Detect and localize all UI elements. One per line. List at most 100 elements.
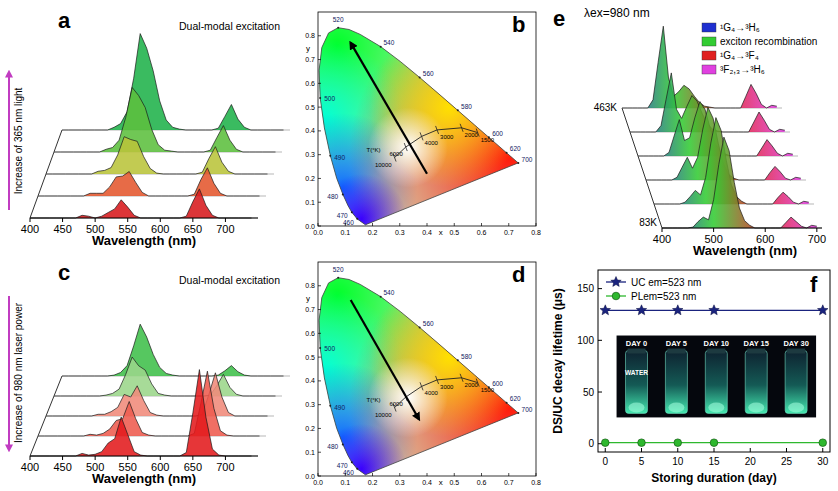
vial xyxy=(665,351,687,414)
y-tick xyxy=(318,202,321,203)
spectrum-line xyxy=(62,34,284,130)
x-tick xyxy=(192,218,193,222)
isotherm-tick xyxy=(460,124,463,132)
x-tick-label: 450 xyxy=(53,461,71,473)
waterfall-panel: 400450500550600650700Wavelength (nm) xyxy=(21,34,290,248)
legend-swatch xyxy=(702,51,716,60)
isotherm-tick xyxy=(420,132,423,140)
waterfall-panel: 400500600700Wavelength (nm) xyxy=(622,26,826,258)
locus-point xyxy=(337,277,339,279)
series-marker xyxy=(818,305,829,315)
y-tick xyxy=(318,154,321,155)
inset-label: DAY 15 xyxy=(744,339,769,348)
wavelength-label: 600 xyxy=(492,130,503,137)
x-tick xyxy=(30,218,31,222)
x-tick-label: 450 xyxy=(53,223,71,235)
cct-label: 4000 xyxy=(425,140,439,146)
spectrum-line xyxy=(62,324,284,376)
x-tick-label: 0.2 xyxy=(368,479,378,486)
x-tick-label: 0.3 xyxy=(395,479,405,486)
wavelength-label: 470 xyxy=(337,212,348,219)
spectrum-line xyxy=(30,370,252,456)
curve xyxy=(62,324,290,376)
wavelength-label: 460 xyxy=(343,469,354,476)
y-tick xyxy=(318,107,321,108)
annotation: Dual-modal excitation xyxy=(179,20,280,32)
vial xyxy=(785,351,807,414)
x-tick xyxy=(662,228,663,232)
x-tick xyxy=(160,456,161,460)
x-tick-label: 15 xyxy=(708,456,720,467)
curve xyxy=(54,88,282,153)
plot-frame xyxy=(318,12,536,226)
y-tick-label: 50 xyxy=(583,387,595,398)
curve-fill xyxy=(62,34,284,130)
x-tick xyxy=(713,228,714,232)
spectrum-line xyxy=(54,357,276,396)
planckian-locus xyxy=(395,128,478,158)
spectral-locus xyxy=(319,28,518,225)
x-tick xyxy=(127,456,128,460)
x-axis-title: Wavelength (nm) xyxy=(92,471,196,486)
x-tick xyxy=(714,448,715,452)
vial-cap xyxy=(628,349,646,354)
waterfall-panel: 400450500550600650700Wavelength (nm) xyxy=(21,324,290,486)
y-tick xyxy=(318,333,321,334)
y-tick xyxy=(318,178,321,179)
x-tick xyxy=(427,223,428,226)
curve xyxy=(38,371,266,436)
data-layer xyxy=(600,305,828,447)
depth-axis xyxy=(622,108,662,228)
y-tick-label: 100 xyxy=(577,335,594,346)
locus-point xyxy=(342,443,344,445)
x-axis xyxy=(30,217,258,218)
x-tick xyxy=(536,473,537,476)
x-tick-label: 0.7 xyxy=(504,229,514,236)
wavelength-label: 560 xyxy=(423,320,434,327)
inset-background xyxy=(617,336,817,418)
y-tick-label: 0.1 xyxy=(305,199,315,206)
curve-fill xyxy=(54,357,276,396)
y-tick-label: 0.2 xyxy=(305,175,315,182)
x-tick xyxy=(454,473,455,476)
y-tick-label: 0.3 xyxy=(305,151,315,158)
curve-fill xyxy=(54,88,276,153)
x-tick xyxy=(345,223,346,226)
vial-glow xyxy=(708,402,724,412)
wavelength-label: 470 xyxy=(337,462,348,469)
vial-glow xyxy=(788,402,804,412)
curve-fill xyxy=(38,168,260,196)
locus-point xyxy=(329,155,331,157)
legend-swatch xyxy=(702,37,716,46)
locus-point xyxy=(380,296,382,298)
panel-letter: d xyxy=(512,262,525,287)
legend-marker xyxy=(611,277,621,287)
panel-title: λex=980 nm xyxy=(584,6,650,20)
curve-fill xyxy=(46,373,268,416)
cct-label: 1500 xyxy=(481,387,495,393)
y-tick xyxy=(318,357,321,358)
x-axis xyxy=(662,227,822,228)
series-marker xyxy=(710,439,718,447)
y-tick xyxy=(598,288,602,289)
y-tick-label: 0.7 xyxy=(305,306,315,313)
locus-point xyxy=(351,461,353,463)
wavelength-label: 580 xyxy=(461,353,472,360)
legend-label: exciton recombination xyxy=(720,36,817,47)
x-tick-label: 400 xyxy=(653,233,671,245)
legend-label: ¹G₄→³F₄ xyxy=(720,50,759,61)
locus-point xyxy=(457,359,459,361)
locus-point xyxy=(319,347,321,349)
legend: UC em=523 nmPLem=523 nm xyxy=(606,277,701,302)
y-tick xyxy=(318,130,321,131)
x-tick xyxy=(508,473,509,476)
locus-point xyxy=(488,386,490,388)
figure: 400450500550600650700Wavelength (nm)aDua… xyxy=(0,0,838,491)
y-tick xyxy=(598,340,602,341)
locus-point xyxy=(457,109,459,111)
curve-fill xyxy=(662,137,817,228)
locus-point xyxy=(419,326,421,328)
locus-point xyxy=(517,412,519,414)
y-tick-label: 0.4 xyxy=(305,377,315,384)
y-tick-label: 0.5 xyxy=(305,354,315,361)
